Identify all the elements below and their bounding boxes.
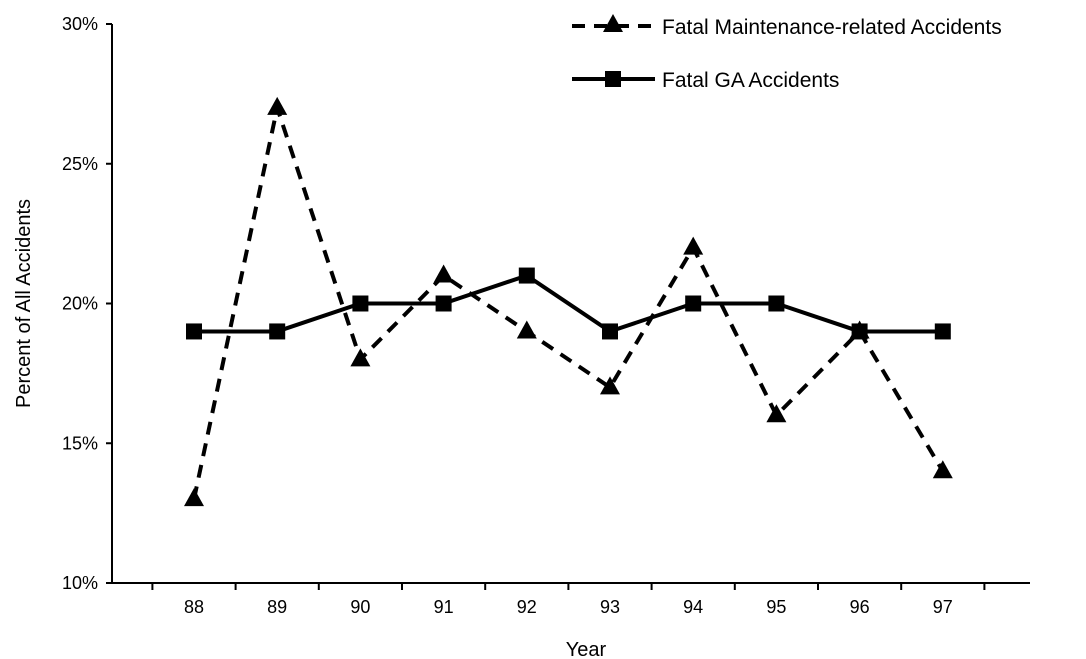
x-tick-label: 91 bbox=[434, 597, 454, 617]
x-tick-label: 88 bbox=[184, 597, 204, 617]
legend-triangle-icon bbox=[603, 14, 623, 32]
x-tick-label: 89 bbox=[267, 597, 287, 617]
data-point-square bbox=[768, 295, 785, 312]
data-point-square bbox=[602, 323, 618, 340]
x-tick-label: 94 bbox=[683, 597, 703, 617]
legend-entry-maintenance: Fatal Maintenance-related Accidents bbox=[572, 14, 1002, 39]
y-tick-label: 20% bbox=[62, 294, 98, 314]
data-point-triangle bbox=[267, 96, 288, 115]
y-tick-label: 25% bbox=[62, 154, 98, 174]
series-maintenance bbox=[184, 96, 953, 507]
legend-label-maintenance: Fatal Maintenance-related Accidents bbox=[662, 16, 1002, 39]
y-ticks: 10% 15% 20% 25% 30% bbox=[62, 14, 112, 593]
legend: Fatal Maintenance-related Accidents Fata… bbox=[572, 14, 1002, 92]
y-axis-title: Percent of All Accidents bbox=[13, 199, 35, 408]
y-tick-label: 15% bbox=[62, 433, 98, 453]
legend-entry-ga: Fatal GA Accidents bbox=[572, 69, 839, 92]
data-point-square bbox=[518, 267, 535, 284]
series-ga bbox=[186, 267, 951, 340]
series-line bbox=[194, 273, 943, 334]
data-point-triangle bbox=[516, 320, 537, 339]
data-point-triangle bbox=[766, 404, 787, 423]
data-point-square bbox=[851, 323, 868, 340]
x-ticks: 88 89 90 91 92 93 94 95 96 97 bbox=[151, 583, 986, 617]
data-point-square bbox=[435, 295, 452, 312]
data-point-square bbox=[685, 295, 702, 312]
x-tick-label: 90 bbox=[350, 597, 370, 617]
x-tick-label: 97 bbox=[933, 597, 953, 617]
data-point-square bbox=[934, 323, 951, 340]
series-line bbox=[192, 100, 945, 500]
y-tick-label: 30% bbox=[62, 14, 98, 34]
series-layer bbox=[184, 96, 953, 507]
y-tick-label: 10% bbox=[62, 573, 98, 593]
x-tick-label: 95 bbox=[766, 597, 786, 617]
legend-square-icon bbox=[605, 71, 621, 87]
x-tick-label: 92 bbox=[517, 597, 537, 617]
data-point-triangle bbox=[683, 236, 704, 255]
x-tick-label: 96 bbox=[850, 597, 870, 617]
data-point-square bbox=[269, 323, 286, 340]
data-point-square bbox=[186, 323, 202, 340]
data-point-triangle bbox=[184, 488, 204, 507]
x-tick-label: 93 bbox=[600, 597, 620, 617]
legend-label-ga: Fatal GA Accidents bbox=[662, 69, 839, 92]
data-point-triangle bbox=[350, 348, 371, 367]
data-point-triangle bbox=[600, 376, 620, 395]
data-point-triangle bbox=[433, 264, 454, 283]
x-axis-title: Year bbox=[566, 639, 607, 659]
data-point-triangle bbox=[932, 460, 953, 479]
data-point-square bbox=[352, 295, 369, 312]
